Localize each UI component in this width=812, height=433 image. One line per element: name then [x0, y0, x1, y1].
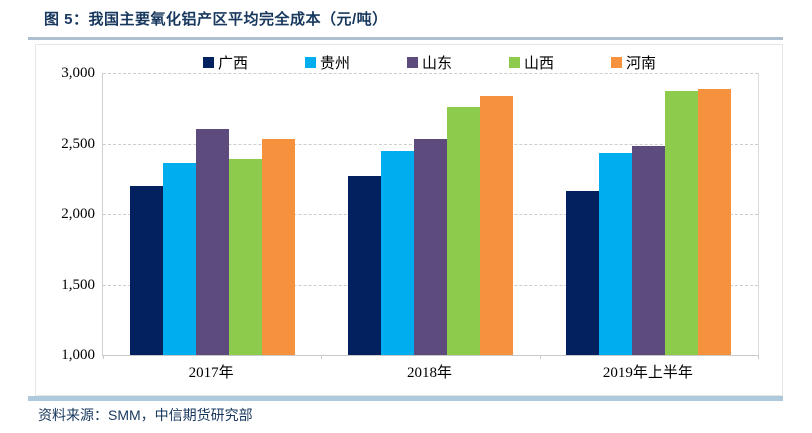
legend-swatch-icon	[202, 56, 214, 68]
bar-河南-2019年上半年	[698, 89, 732, 355]
legend-item-河南: 河南	[611, 52, 656, 73]
bar-group-2018年	[321, 73, 539, 355]
x-axis-tick	[758, 355, 759, 359]
y-axis-label: 2,500	[61, 135, 95, 152]
y-axis-label: 3,000	[61, 65, 95, 81]
legend-item-山西: 山西	[509, 52, 554, 73]
y-axis-label: 1,500	[61, 276, 95, 293]
chart-legend: 广西 贵州 山东 山西 河南	[102, 52, 757, 72]
legend-swatch-icon	[509, 56, 520, 68]
source-note: 资料来源：SMM，中信期货研究部	[38, 407, 253, 423]
bar-贵州-2017年	[162, 163, 196, 355]
bar-山东-2019年上半年	[632, 146, 666, 355]
bar-贵州-2018年	[380, 151, 414, 355]
x-axis-label: 2017年	[188, 365, 234, 381]
legend-label: 贵州	[319, 54, 350, 72]
legend-label: 广西	[217, 54, 248, 72]
x-axis-label: 2018年	[406, 365, 452, 381]
plot-area	[102, 73, 759, 359]
bar-广西-2018年	[347, 176, 381, 355]
x-axis-labels: 2017年 2018年 2019年上半年	[102, 361, 757, 382]
bar-河南-2017年	[261, 139, 295, 355]
bar-group-2019年上半年	[540, 73, 758, 355]
bar-河南-2018年	[479, 96, 513, 355]
bar-广西-2017年	[129, 186, 163, 355]
legend-label: 山东	[421, 54, 452, 72]
legend-swatch-icon	[611, 56, 623, 68]
bar-groups	[103, 73, 758, 355]
y-axis-label: 2,000	[61, 206, 95, 222]
x-axis-tick	[103, 355, 104, 359]
figure-title: 图 5：我国主要氧化铝产区平均完全成本（元/吨）	[44, 11, 388, 28]
legend-item-山东: 山东	[406, 52, 452, 73]
legend-label: 河南	[626, 54, 657, 72]
bar-山西-2019年上半年	[665, 91, 699, 355]
legend-swatch-icon	[304, 56, 316, 68]
y-axis-label: 1,000	[61, 347, 95, 363]
gridline	[103, 73, 758, 74]
bar-广西-2019年上半年	[566, 191, 600, 355]
source-divider	[28, 396, 783, 401]
title-divider	[28, 37, 783, 40]
legend-item-广西: 广西	[202, 52, 248, 73]
legend-item-贵州: 贵州	[304, 52, 350, 73]
bar-山东-2017年	[195, 129, 229, 355]
legend-swatch-icon	[406, 56, 418, 68]
x-axis-label: 2019年上半年	[602, 365, 693, 381]
bar-group-2017年	[103, 73, 321, 355]
x-axis-tick	[321, 355, 323, 359]
legend-label: 山西	[524, 54, 555, 72]
bar-山西-2017年	[228, 159, 262, 355]
bar-山东-2018年	[413, 139, 447, 355]
x-axis-tick	[539, 355, 541, 359]
bar-贵州-2019年上半年	[599, 153, 633, 355]
bar-山西-2018年	[446, 107, 480, 355]
